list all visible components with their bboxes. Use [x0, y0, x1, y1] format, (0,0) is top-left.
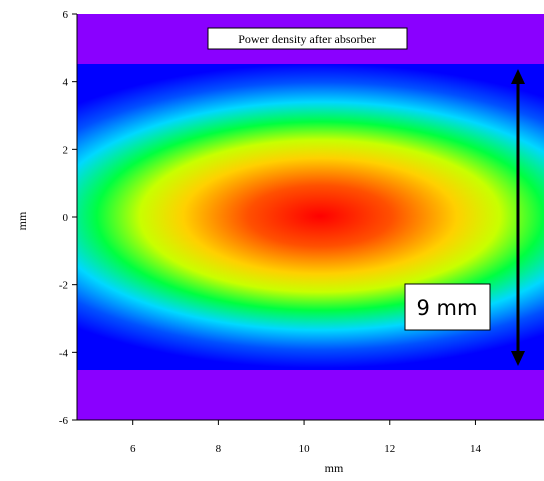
y-tick-label: 4 — [63, 77, 69, 89]
y-tick-label: 0 — [63, 212, 69, 224]
y-axis-label: mm — [15, 211, 29, 230]
title-box — [207, 27, 408, 50]
x-tick-label: 10 — [299, 443, 311, 455]
y-tick-label: -2 — [59, 280, 68, 292]
y-ticks: -6 -4 -2 0 2 4 6 — [59, 9, 77, 427]
y-tick-label: -6 — [59, 415, 69, 427]
annotation-box — [404, 283, 491, 331]
chart-title: Power density after absorber — [238, 32, 376, 46]
y-tick-label: 6 — [63, 9, 69, 21]
x-tick-label: 6 — [130, 443, 136, 455]
y-tick-label: 2 — [63, 144, 69, 156]
dimension-arrow — [511, 69, 525, 366]
annotation-text: 9 mm — [417, 296, 478, 320]
x-axis-label: mm — [325, 461, 344, 475]
dimension-arrow-head-up — [511, 69, 525, 84]
y-tick-label: -4 — [59, 347, 69, 359]
x-ticks: 6 8 10 12 14 — [130, 420, 482, 455]
x-tick-label: 12 — [384, 443, 395, 455]
dimension-arrow-head-down — [511, 351, 525, 366]
x-tick-label: 8 — [216, 443, 222, 455]
x-tick-label: 14 — [470, 443, 482, 455]
